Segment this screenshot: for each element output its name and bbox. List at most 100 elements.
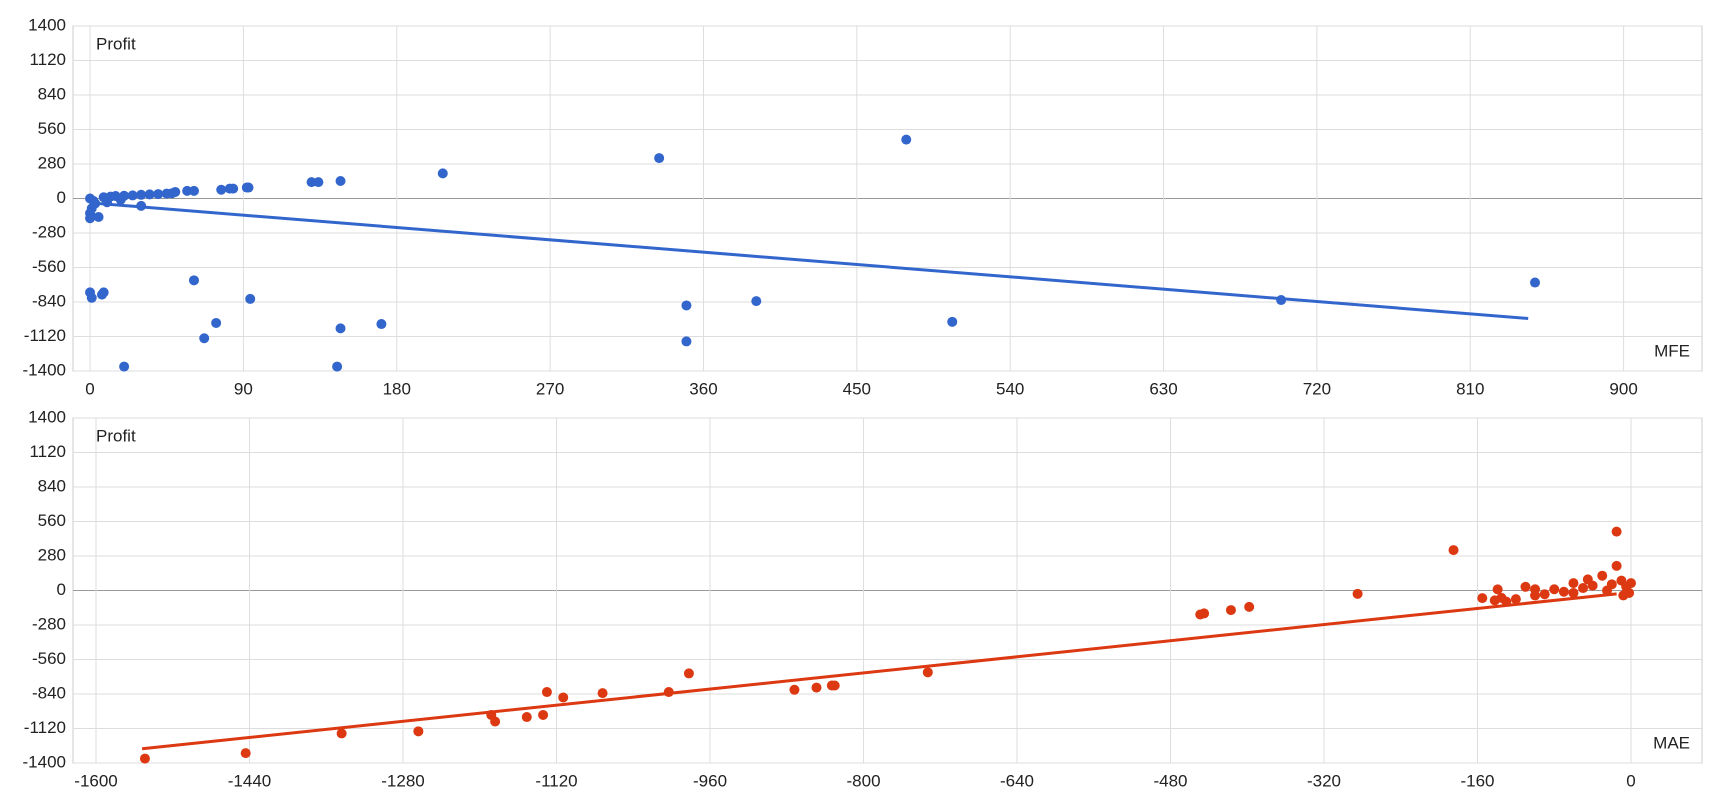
- x-tick-label: -960: [693, 771, 727, 790]
- x-tick-label: -800: [847, 771, 881, 790]
- point: [413, 726, 424, 737]
- point: [521, 712, 532, 723]
- y-tick-label: 1120: [29, 442, 66, 461]
- x-tick-label: 180: [383, 379, 411, 398]
- x-tick-label: 270: [536, 379, 564, 398]
- point: [654, 153, 665, 164]
- x-tick-label: -320: [1307, 771, 1341, 790]
- point: [1225, 605, 1236, 616]
- point: [86, 292, 97, 303]
- point: [1568, 578, 1579, 589]
- y-tick-label: 1400: [28, 15, 66, 34]
- point: [1597, 570, 1608, 581]
- point: [153, 189, 164, 200]
- point: [188, 275, 199, 286]
- y-axis-label: Profit: [96, 426, 136, 445]
- x-tick-label: 720: [1303, 379, 1331, 398]
- point: [681, 336, 692, 347]
- point: [1530, 277, 1541, 288]
- point: [335, 323, 346, 334]
- point: [751, 296, 762, 307]
- point: [144, 189, 155, 200]
- x-tick-label: 90: [234, 379, 253, 398]
- point: [1539, 589, 1550, 600]
- x-tick-label: 810: [1456, 379, 1484, 398]
- point: [241, 182, 252, 193]
- point: [538, 709, 549, 720]
- point: [119, 361, 130, 372]
- point: [332, 361, 343, 372]
- point: [93, 211, 104, 222]
- point: [102, 197, 113, 208]
- point: [245, 293, 256, 304]
- y-tick-label: 560: [38, 511, 66, 530]
- x-tick-label: -640: [1000, 771, 1034, 790]
- point: [335, 176, 346, 187]
- point: [376, 319, 387, 330]
- y-tick-label: -280: [32, 222, 66, 241]
- point: [136, 189, 147, 200]
- y-tick-label: -1120: [24, 326, 66, 345]
- point: [1568, 587, 1579, 598]
- y-tick-label: 280: [38, 153, 66, 172]
- point: [139, 753, 150, 764]
- x-tick-label: 0: [85, 379, 94, 398]
- point: [1244, 601, 1255, 612]
- point: [1195, 609, 1206, 620]
- point: [1276, 295, 1287, 306]
- point: [115, 194, 126, 205]
- trendline: [141, 592, 1617, 751]
- point: [811, 682, 822, 693]
- point: [1549, 584, 1560, 595]
- x-tick-label: -160: [1460, 771, 1494, 790]
- trendline: [89, 201, 1529, 321]
- x-tick-label: -480: [1153, 771, 1187, 790]
- point: [1530, 584, 1541, 595]
- point: [901, 134, 912, 145]
- point: [829, 680, 840, 691]
- point: [437, 168, 448, 179]
- x-tick-label: 450: [843, 379, 871, 398]
- point: [166, 188, 177, 199]
- x-tick-label: -1440: [228, 771, 271, 790]
- point: [306, 177, 317, 188]
- point: [1626, 578, 1637, 589]
- point: [1611, 526, 1622, 537]
- y-tick-label: 0: [57, 580, 66, 599]
- x-axis-label: MFE: [1654, 341, 1690, 360]
- point: [199, 333, 210, 344]
- y-tick-label: -280: [32, 614, 66, 633]
- y-tick-label: -1400: [23, 752, 66, 771]
- x-tick-label: -1600: [74, 771, 117, 790]
- point: [1492, 584, 1503, 595]
- point: [336, 728, 347, 739]
- y-tick-label: 840: [38, 84, 66, 103]
- y-tick-label: 280: [38, 545, 66, 564]
- point: [1496, 592, 1507, 603]
- point: [240, 748, 251, 759]
- x-tick-label: -1120: [535, 771, 577, 790]
- point: [1352, 588, 1363, 599]
- y-tick-label: -840: [32, 291, 66, 310]
- x-tick-label: 0: [1626, 771, 1635, 790]
- y-tick-label: -1120: [24, 718, 66, 737]
- point: [1606, 579, 1617, 590]
- point: [1611, 560, 1622, 571]
- point: [663, 687, 674, 698]
- y-tick-label: 1400: [28, 407, 66, 426]
- x-tick-label: 630: [1149, 379, 1177, 398]
- point: [922, 667, 933, 678]
- y-tick-label: 0: [57, 188, 66, 207]
- point: [211, 317, 222, 328]
- y-tick-label: -560: [32, 649, 66, 668]
- point: [127, 190, 138, 201]
- y-tick-label: -840: [32, 683, 66, 702]
- x-tick-label: -1280: [381, 771, 424, 790]
- point: [216, 184, 227, 195]
- point: [1510, 594, 1521, 605]
- y-tick-label: 1120: [29, 50, 66, 69]
- point: [1587, 580, 1598, 591]
- point: [683, 668, 694, 679]
